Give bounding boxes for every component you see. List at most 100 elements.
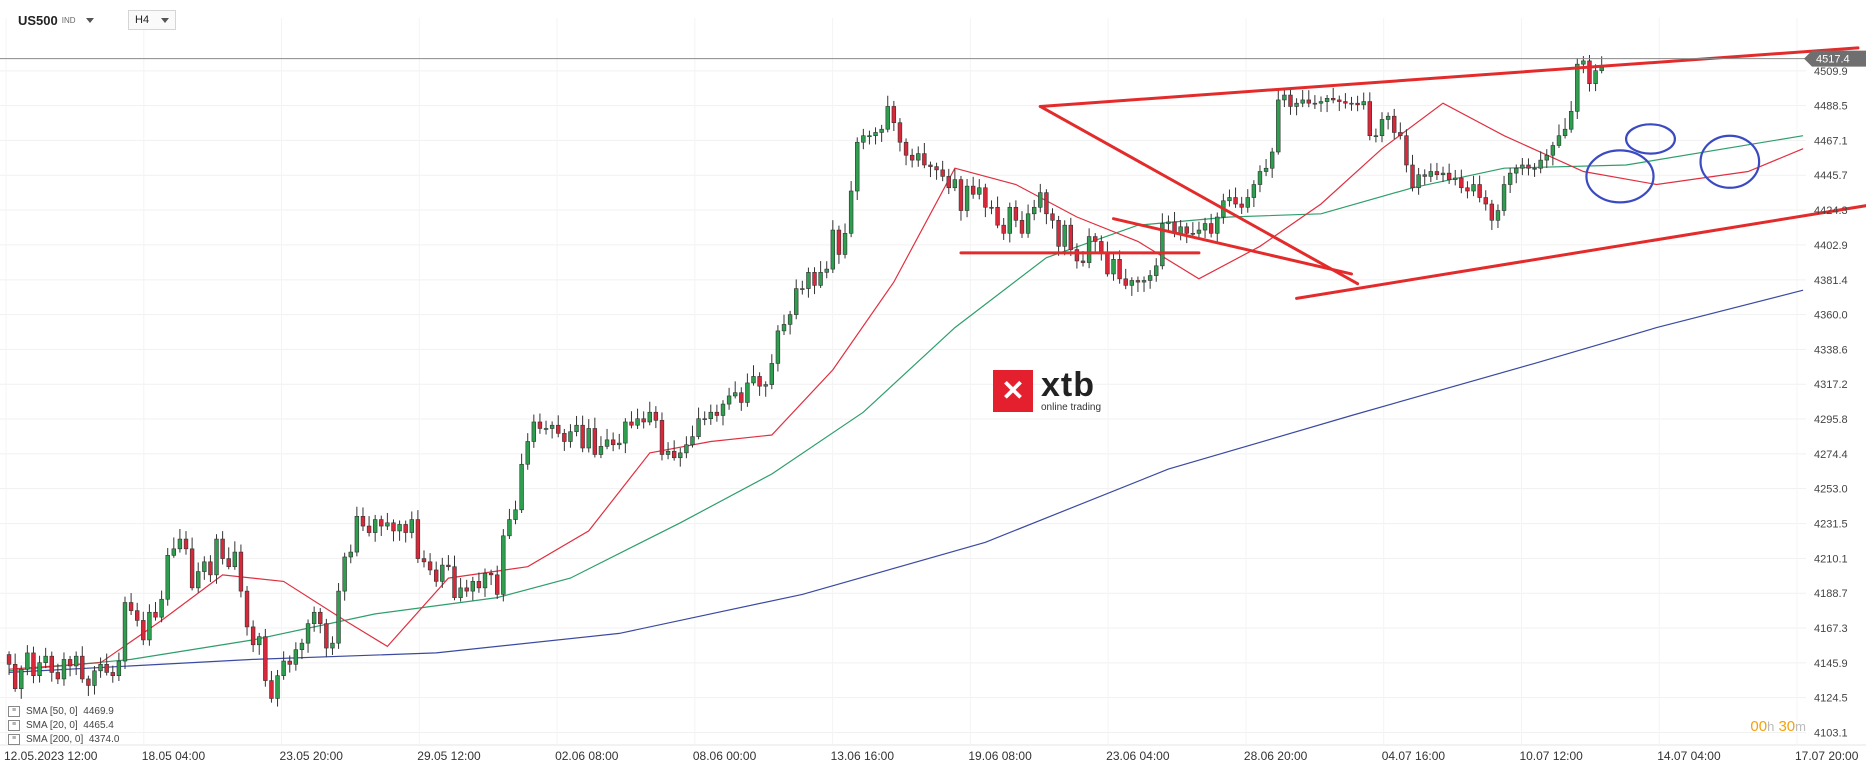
symbol-tag: IND [61, 15, 76, 25]
candle [1398, 122, 1403, 140]
candle [1379, 112, 1385, 143]
indicator-settings-icon[interactable]: ≡ [8, 734, 20, 745]
candle [726, 387, 732, 410]
candle [385, 512, 390, 531]
candle [1135, 276, 1141, 293]
candle [177, 529, 183, 553]
candle [116, 652, 122, 682]
candle [958, 175, 964, 221]
sma-200-series [9, 289, 1804, 673]
candle [159, 590, 164, 623]
x-tick-label: 04.07 16:00 [1382, 749, 1446, 763]
indicator-sma-50[interactable]: ≡ SMA [50, 0] 4469.9 [8, 706, 114, 717]
candle [31, 646, 36, 684]
trendline[interactable] [1038, 104, 1360, 286]
candle [135, 602, 140, 627]
candle [1276, 88, 1281, 155]
candle [812, 267, 817, 295]
timeframe-selector[interactable]: H4 [128, 10, 177, 30]
indicator-sma-200[interactable]: ≡ SMA [200, 0] 4374.0 [8, 734, 119, 745]
candle [604, 428, 610, 450]
candle [311, 606, 317, 632]
candle [244, 585, 250, 636]
candle [80, 646, 85, 683]
chevron-down-icon [85, 17, 94, 23]
candle [525, 433, 530, 470]
candle [1154, 258, 1159, 282]
y-tick-label: 4145.9 [1814, 658, 1848, 670]
candle [342, 552, 347, 601]
candle [1056, 215, 1061, 256]
indicator-sma-20[interactable]: ≡ SMA [20, 0] 4465.4 [8, 720, 114, 731]
y-tick-label: 4402.9 [1814, 240, 1848, 252]
trendline[interactable] [1038, 46, 1860, 108]
candle [763, 381, 768, 397]
y-tick-label: 4167.3 [1814, 623, 1848, 635]
indicator-settings-icon[interactable]: ≡ [8, 706, 20, 717]
candle [1044, 189, 1049, 225]
candle [885, 95, 890, 133]
candle [501, 529, 506, 602]
x-tick-label: 23.05 20:00 [280, 749, 344, 763]
candle [873, 127, 878, 145]
candle [855, 137, 860, 200]
candle [842, 223, 848, 259]
candle [482, 568, 488, 597]
x-tick-label: 17.07 20:00 [1795, 749, 1859, 763]
candle [592, 417, 598, 458]
candle [348, 544, 353, 564]
candle [806, 267, 811, 298]
candle [226, 547, 231, 570]
symbol-selector[interactable]: US500 IND [18, 10, 94, 30]
indicator-value: 4465.4 [83, 720, 114, 731]
symbol-name: US500 [18, 12, 58, 28]
price-axis: 4103.1 4124.5 4145.9 4167.3 4188.7 4210.1 4231… [1814, 66, 1848, 740]
candle [434, 561, 439, 587]
candle [128, 593, 134, 616]
chart-grid [0, 18, 1806, 744]
candle [751, 365, 756, 386]
candle [574, 415, 579, 437]
candle [598, 436, 604, 459]
xtb-mark-icon: ✕ [993, 369, 1033, 412]
candle [787, 310, 793, 335]
candle [354, 506, 360, 557]
candle [690, 425, 695, 448]
candle [1288, 89, 1293, 115]
candle [891, 100, 897, 132]
y-tick-label: 4445.7 [1814, 170, 1848, 182]
candle [183, 531, 189, 555]
trendline[interactable] [1112, 217, 1353, 276]
candle [733, 381, 738, 399]
candle [1373, 128, 1379, 143]
candle [141, 611, 146, 646]
candle [269, 670, 274, 703]
candle [1263, 159, 1269, 177]
x-tick-label: 10.07 12:00 [1519, 749, 1583, 763]
candle [189, 537, 195, 591]
candle [671, 440, 677, 461]
candle [1514, 164, 1519, 184]
candle [1324, 94, 1330, 113]
highlight-ellipse[interactable] [1624, 123, 1677, 155]
y-tick-label: 4509.9 [1814, 66, 1848, 78]
indicator-value: 4469.9 [83, 706, 114, 717]
countdown-hours: 00 [1750, 718, 1768, 735]
candle [67, 655, 73, 677]
highlight-ellipse[interactable] [1699, 134, 1761, 189]
candle [1019, 211, 1025, 238]
indicator-settings-icon[interactable]: ≡ [8, 720, 20, 731]
highlight-ellipse[interactable] [1585, 149, 1655, 204]
candle [1367, 92, 1372, 141]
trendline[interactable] [1295, 204, 1866, 300]
candle [1245, 189, 1250, 213]
candle [1361, 92, 1366, 110]
candle [818, 261, 823, 288]
candle [909, 148, 915, 168]
drawn-annotations [959, 46, 1866, 300]
candle [641, 411, 646, 429]
candle [995, 196, 1000, 229]
candle [617, 433, 622, 450]
candle [824, 261, 829, 279]
